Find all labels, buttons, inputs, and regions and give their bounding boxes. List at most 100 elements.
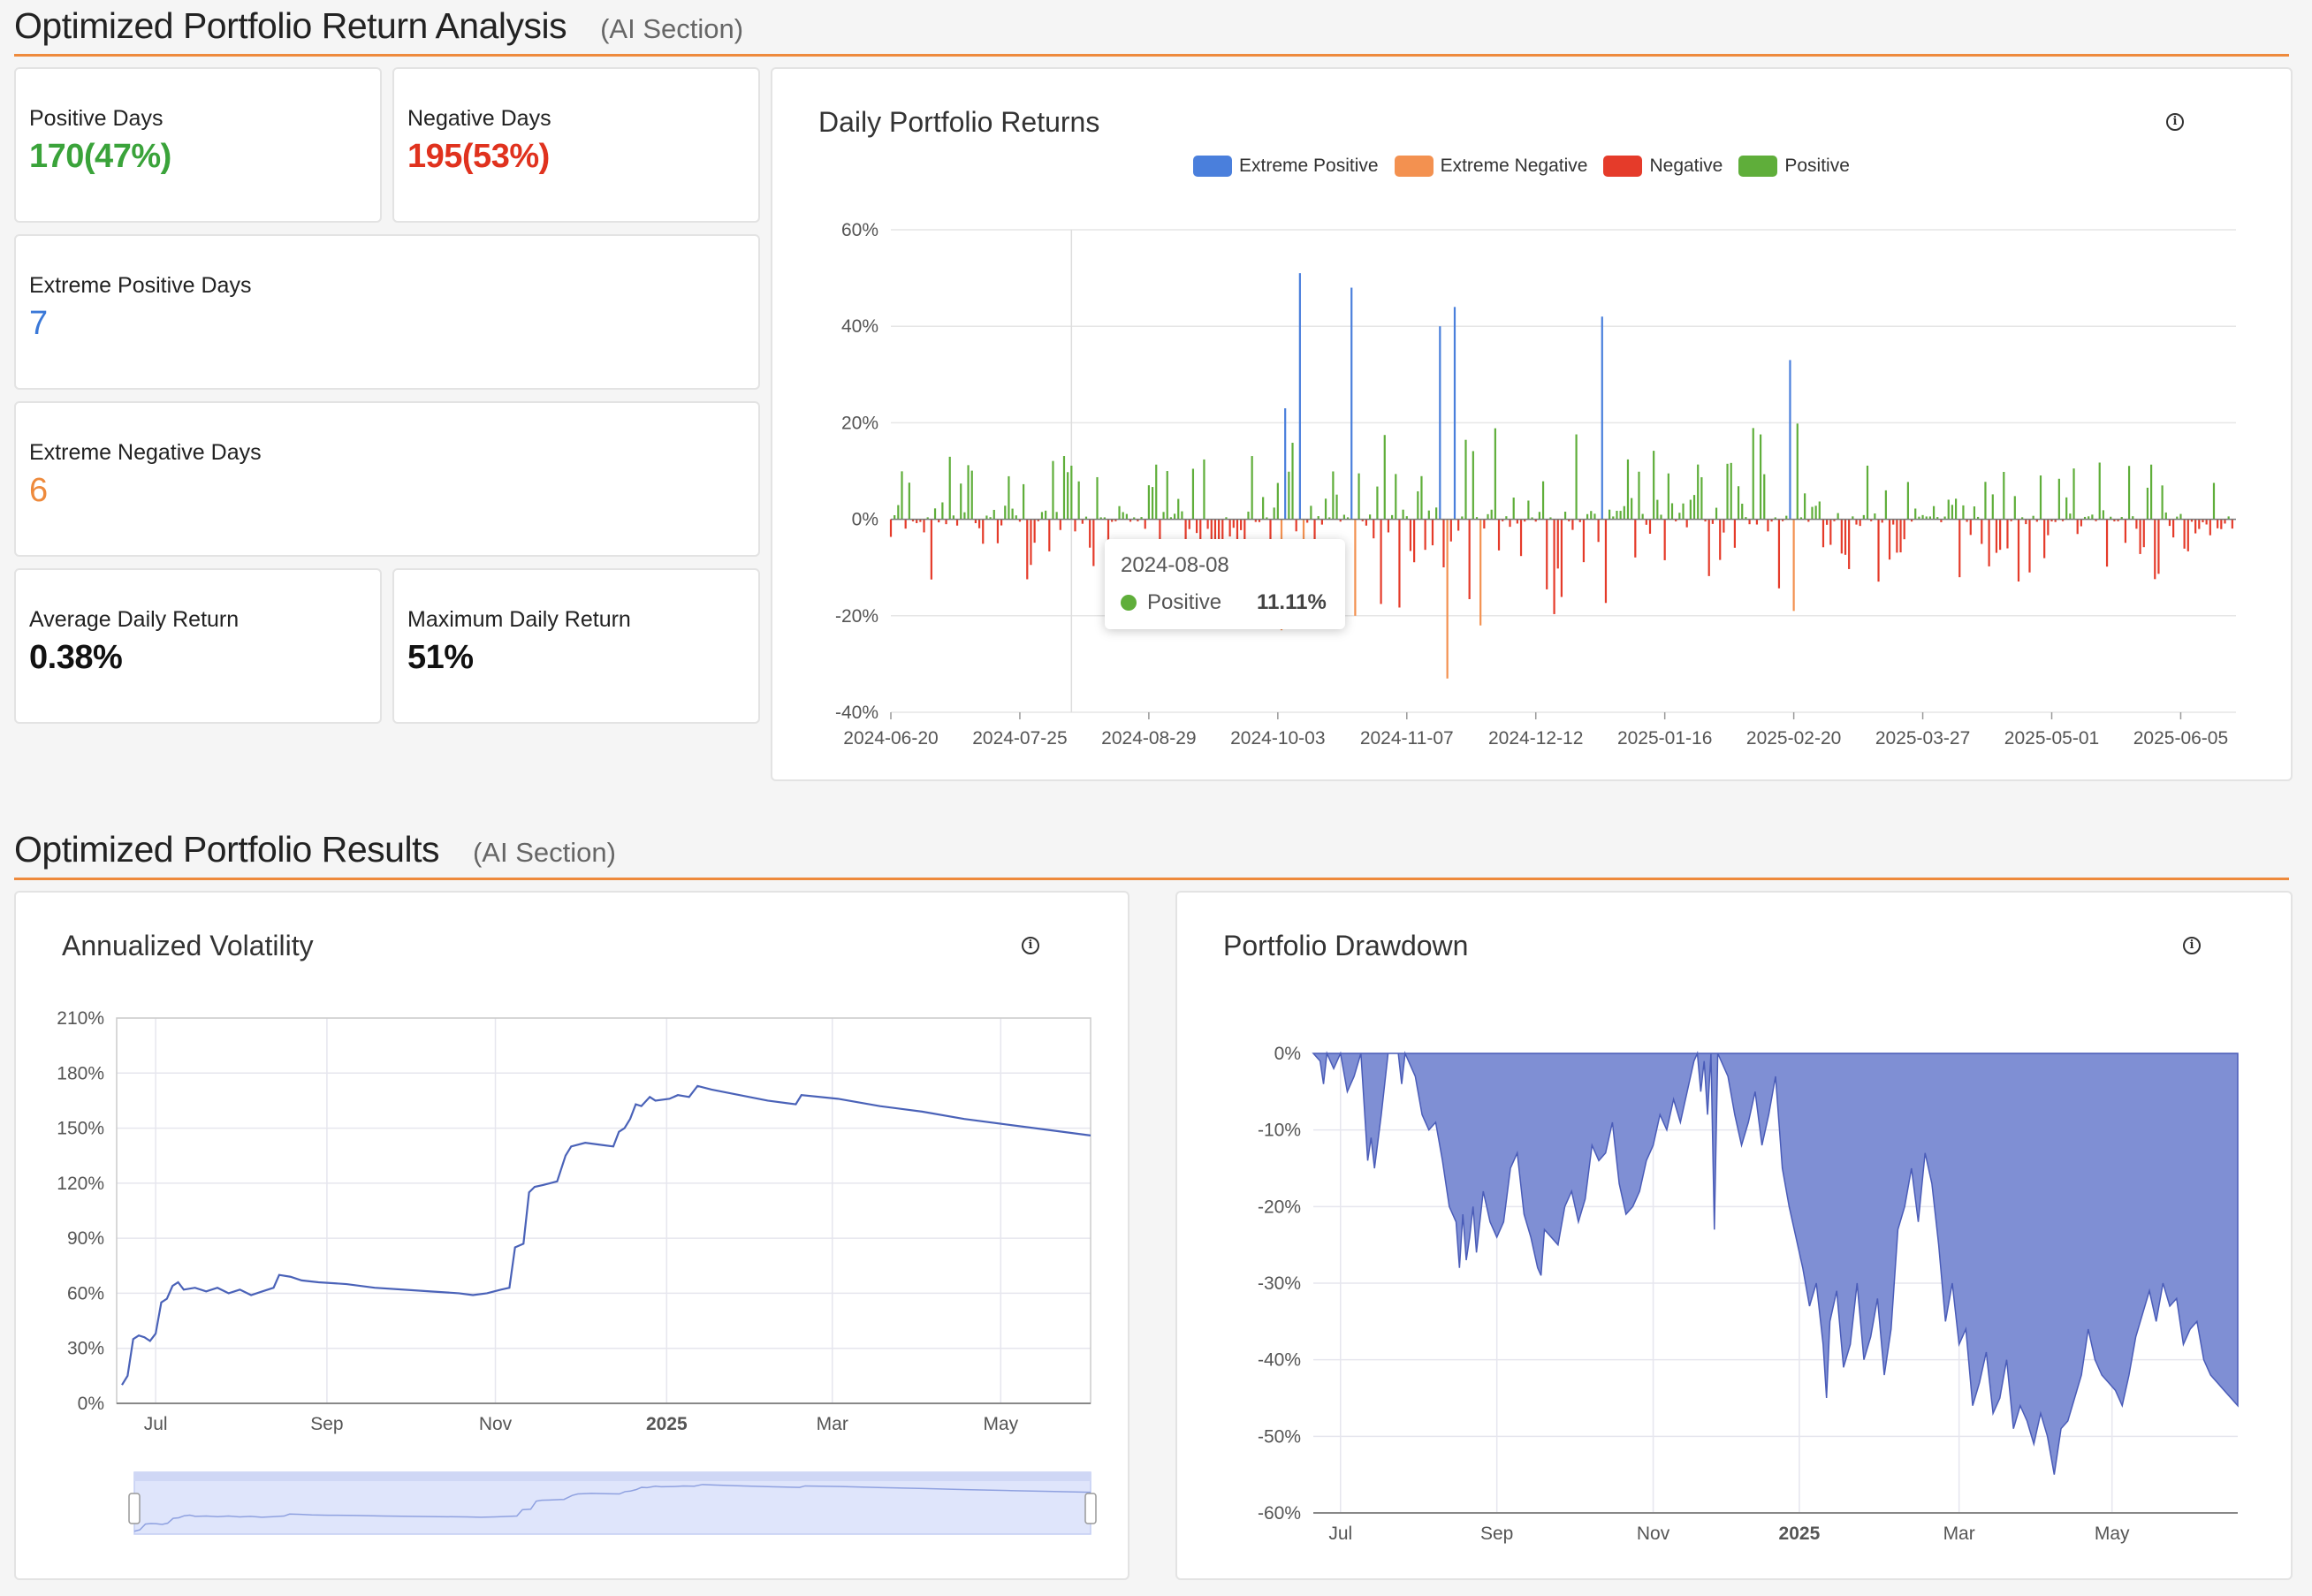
bar-positive [1925, 516, 1928, 520]
bar-negative [1000, 519, 1003, 526]
bar-positive [1251, 456, 1253, 520]
bar-positive [1262, 497, 1265, 520]
bar-positive [1332, 471, 1335, 520]
bar-positive [1155, 464, 1158, 520]
legend-item-negative[interactable]: Negative [1603, 156, 1723, 177]
bar-negative [1556, 519, 1559, 569]
bar-extreme-positive [1601, 316, 1603, 520]
bar-positive [1376, 486, 1379, 520]
bar-negative [1981, 519, 1983, 544]
bar-negative [1859, 519, 1861, 527]
bar-positive [1288, 471, 1290, 520]
annualized-volatility-card: Annualized Volatility i 210% 180% 150% 120%… [14, 891, 1129, 1580]
bar-negative [1074, 519, 1076, 532]
bar-negative [919, 519, 922, 522]
tooltip-row: Positive 11.11% [1121, 590, 1329, 615]
daily-returns-chart[interactable]: 60% 40% 20% 0% -20% -40% 2024-06-20 2024-07-25 2… [772, 69, 2291, 779]
bar-negative [1966, 519, 1968, 522]
bar-negative [904, 519, 907, 529]
legend-item-positive[interactable]: Positive [1738, 156, 1850, 177]
bar-negative [1848, 519, 1851, 569]
y-tick-label: -40% [835, 703, 878, 723]
bar-positive [1774, 517, 1776, 520]
bar-positive [2149, 464, 2153, 520]
bar-negative [2047, 519, 2050, 536]
bar-positive [1266, 517, 1268, 520]
section-subtitle: (AI Section) [600, 13, 744, 44]
bar-negative [2220, 519, 2223, 529]
bar-positive [1358, 473, 1360, 520]
bar-positive [1638, 471, 1640, 520]
info-icon[interactable]: i [2183, 937, 2201, 954]
bar-negative [1719, 519, 1722, 560]
navigator-handle-left[interactable] [128, 1493, 141, 1524]
bar-negative [1398, 519, 1401, 608]
bar-extreme-positive [1789, 360, 1791, 520]
legend-item-extreme-negative[interactable]: Extreme Negative [1394, 156, 1587, 177]
bar-positive [948, 456, 951, 520]
bar-negative [2142, 519, 2145, 548]
bar-positive [985, 515, 988, 520]
bar-positive [1052, 460, 1054, 520]
bar-positive [1726, 463, 1729, 520]
bar-negative [1089, 519, 1091, 548]
bar-negative [1675, 519, 1677, 521]
bar-negative [2172, 519, 2175, 538]
bar-negative [1232, 519, 1235, 528]
x-tick-label: 2024-10-03 [1230, 728, 1325, 749]
bar-negative [2209, 519, 2211, 536]
bar-positive [1763, 474, 1766, 520]
y-tick-label: -50% [1258, 1426, 1301, 1447]
bar-negative [1645, 519, 1647, 525]
bar-extreme-negative [1354, 519, 1357, 616]
bar-positive [1169, 517, 1173, 520]
bar-negative [1159, 519, 1161, 543]
bar-negative [1236, 519, 1239, 557]
legend-label: Negative [1649, 156, 1723, 176]
bar-positive [1162, 512, 1165, 520]
annualized-volatility-chart[interactable]: 210% 180% 150% 120% 90% 60% 30% 0% Jul Sep Nov 2025… [16, 893, 1128, 1578]
bar-positive [1759, 434, 1762, 520]
bar-positive [2088, 516, 2090, 520]
drawdown-area [1312, 1051, 2239, 1475]
bar-positive [1814, 505, 1817, 520]
bar-positive [1951, 505, 1954, 520]
tooltip-dot [1121, 595, 1137, 611]
bar-positive [894, 515, 896, 520]
bar-positive [1667, 473, 1669, 520]
bar-negative [930, 519, 932, 580]
bar-negative [1597, 519, 1600, 543]
bar-negative [1896, 519, 1898, 553]
portfolio-drawdown-chart[interactable]: 0% -10% -20% -30% -40% -50% -60% Jul Sep Nov 2025 M… [1177, 893, 2291, 1578]
y-tick-label: 0% [78, 1394, 104, 1414]
section-title: Optimized Portfolio Return Analysis [14, 5, 567, 46]
bar-negative [1387, 519, 1390, 533]
tooltip-value: 11.11% [1257, 590, 1327, 614]
bar-positive [2039, 475, 2042, 520]
x-tick-label: 2025-05-01 [2004, 728, 2099, 749]
bar-positive [1181, 511, 1183, 520]
bar-negative [1254, 519, 1257, 522]
bar-negative [1092, 519, 1095, 566]
bar-negative [1269, 519, 1272, 541]
bar-positive [2021, 517, 2024, 520]
bar-negative [1030, 519, 1032, 566]
bar-positive [1653, 451, 1655, 520]
bar-negative [1807, 519, 1810, 522]
bar-negative [1988, 519, 1990, 566]
y-tick-label: -20% [1258, 1197, 1301, 1217]
info-icon[interactable]: i [1022, 937, 1039, 954]
section-header-results: Optimized Portfolio Results (AI Section) [14, 829, 2289, 880]
bar-negative [1228, 519, 1231, 537]
bar-positive [1103, 517, 1106, 520]
bar-negative [2080, 519, 2082, 527]
bar-negative [1258, 519, 1261, 522]
navigator-handle-right[interactable] [1084, 1493, 1097, 1524]
bar-negative [1111, 519, 1114, 522]
legend-item-extreme-positive[interactable]: Extreme Positive [1193, 156, 1379, 177]
y-tick-label: -40% [1258, 1350, 1301, 1371]
bar-positive [1700, 477, 1703, 520]
bar-negative [1199, 519, 1202, 546]
legend-label: Positive [1784, 156, 1850, 176]
info-icon[interactable]: i [2166, 113, 2184, 131]
